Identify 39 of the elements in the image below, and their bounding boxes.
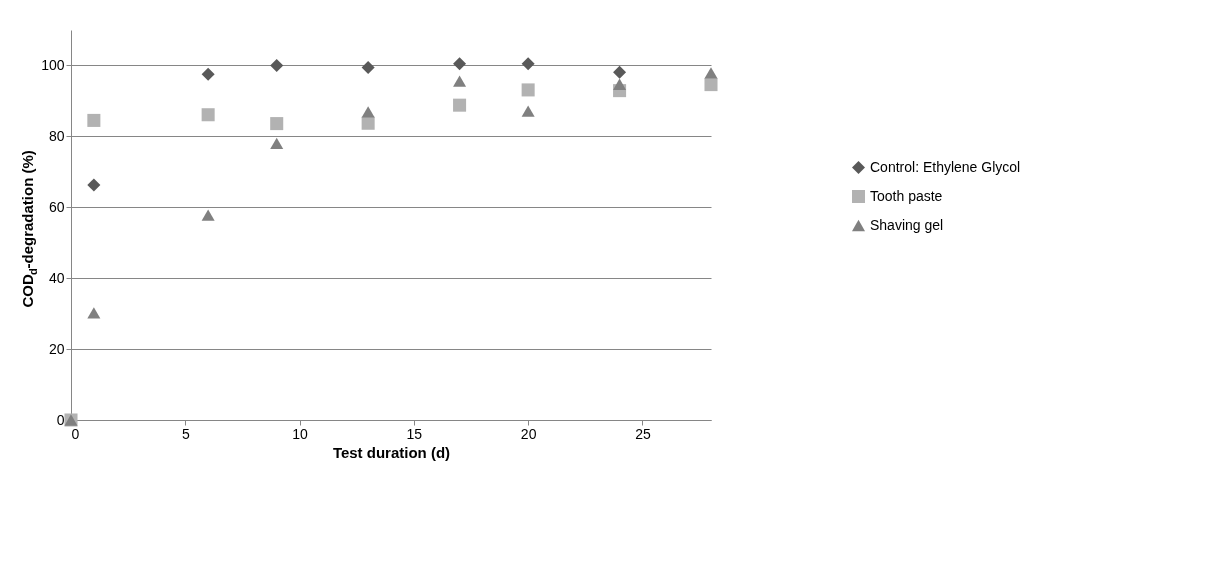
point bbox=[87, 113, 101, 127]
point bbox=[521, 105, 535, 117]
x-tick-label: 10 bbox=[292, 425, 309, 442]
point bbox=[270, 117, 284, 131]
point bbox=[704, 78, 718, 92]
y-tick-label: 80 bbox=[48, 127, 65, 144]
y-tick-label: 20 bbox=[48, 340, 65, 357]
x-tick-label: 25 bbox=[635, 425, 651, 442]
point bbox=[201, 67, 215, 81]
x-tick-label: 15 bbox=[406, 425, 423, 442]
point bbox=[613, 78, 627, 90]
y-tick-label: 100 bbox=[41, 56, 65, 73]
y-axis-title: CODd-degradation (%) bbox=[19, 150, 39, 308]
legend-label: Tooth paste bbox=[870, 187, 943, 204]
x-axis-title: Test duration (d) bbox=[332, 443, 451, 461]
y-tick-label: 0 bbox=[56, 411, 65, 428]
point bbox=[453, 57, 467, 71]
x-tick-label: 20 bbox=[520, 425, 537, 442]
point bbox=[361, 106, 375, 118]
point bbox=[521, 83, 535, 97]
point bbox=[361, 116, 375, 130]
point bbox=[87, 178, 101, 192]
y-tick-label: 60 bbox=[48, 198, 65, 215]
point bbox=[270, 137, 284, 150]
point bbox=[201, 108, 215, 122]
legend-label: Control: Ethylene Glycol bbox=[870, 158, 1021, 175]
legend-label: Shaving gel bbox=[870, 216, 944, 233]
point bbox=[453, 75, 467, 87]
x-tick-label: 5 bbox=[181, 425, 190, 442]
y-tick-label: 40 bbox=[48, 269, 65, 286]
point bbox=[201, 209, 215, 221]
point bbox=[361, 61, 375, 75]
point bbox=[453, 98, 467, 112]
point bbox=[613, 65, 627, 79]
point bbox=[704, 67, 718, 79]
x-tick-label: 0 bbox=[71, 425, 80, 442]
point bbox=[87, 307, 101, 319]
point bbox=[270, 58, 284, 72]
point bbox=[521, 57, 535, 71]
